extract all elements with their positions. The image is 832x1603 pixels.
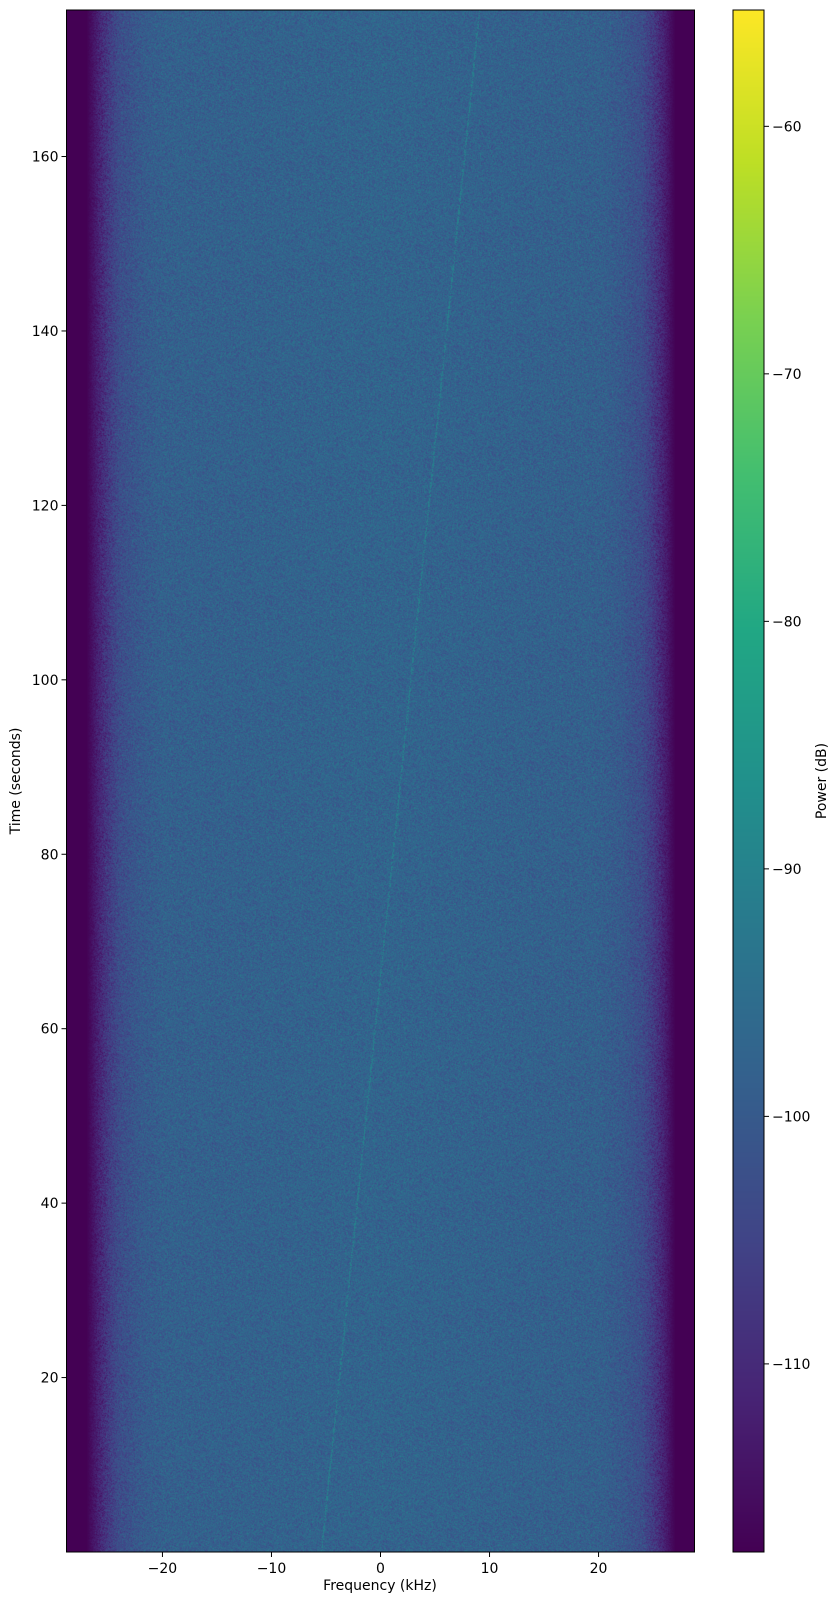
colorbar-tick-label: −100: [772, 1109, 810, 1125]
spectrogram-heatmap: [67, 10, 695, 1552]
y-tick-label: 20: [41, 1371, 59, 1387]
x-tick-label: 10: [481, 1561, 499, 1577]
x-tick-label: −20: [148, 1561, 178, 1577]
y-tick-label: 40: [41, 1196, 59, 1212]
colorbar-frame: [732, 9, 765, 1553]
y-tick-label: 60: [41, 1022, 59, 1038]
colorbar-label: Power (dB): [814, 743, 830, 819]
x-tick-label: −10: [257, 1561, 287, 1577]
y-tick-label: 140: [32, 324, 59, 340]
plot-frame: [66, 9, 695, 1553]
x-axis-label: Frequency (kHz): [323, 1578, 437, 1594]
x-tick-label: 0: [376, 1561, 385, 1577]
y-tick-label: 160: [32, 150, 59, 166]
colorbar-tick-label: −90: [772, 862, 802, 878]
colorbar-gradient: [733, 10, 764, 1552]
y-axis-label: Time (seconds): [8, 728, 24, 836]
y-tick-label: 80: [41, 847, 59, 863]
colorbar-tick-label: −70: [772, 367, 802, 383]
colorbar-tick-label: −110: [772, 1357, 810, 1373]
x-tick-label: 20: [590, 1561, 608, 1577]
colorbar-tick-label: −60: [772, 119, 802, 135]
y-tick-label: 100: [32, 673, 59, 689]
colorbar-tick-label: −80: [772, 614, 802, 630]
y-tick-label: 120: [32, 498, 59, 514]
